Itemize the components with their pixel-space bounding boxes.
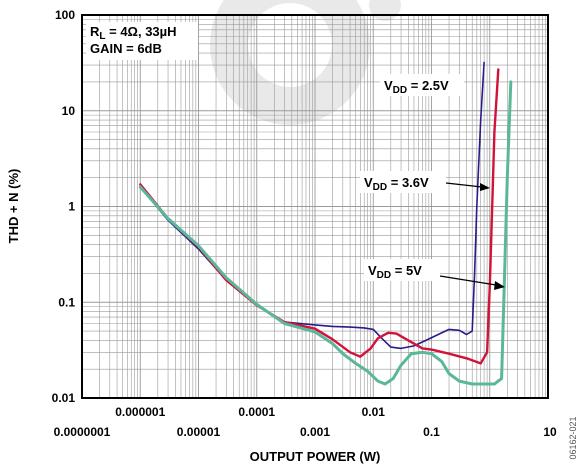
series-label-3v6: VDD = 3.6V	[360, 171, 490, 193]
series-label-box	[364, 259, 440, 281]
plot-frame	[81, 14, 549, 399]
series-label-text: VDD = 3.6V	[364, 175, 429, 193]
y-tick-label: 0.01	[52, 391, 76, 405]
x-tick-label: 0.01	[362, 405, 386, 419]
series-line-3	[138, 80, 513, 386]
load-condition: RL = 4Ω, 33µH	[90, 24, 177, 42]
x-tick-label: 0.001	[300, 425, 330, 439]
series-label-box	[380, 74, 464, 96]
watermark-graphic	[210, 0, 401, 125]
x-tick-label: 0.1	[423, 425, 440, 439]
series-label-box	[360, 171, 446, 193]
pointer-arrowhead	[494, 281, 505, 290]
conditions-annotation: RL = 4Ω, 33µH GAIN = 6dB	[86, 22, 198, 60]
x-tick-label: 10	[543, 425, 557, 439]
y-tick-labels: 0.01 0.1 1 10 100	[52, 8, 76, 405]
pointer-arrowhead	[480, 183, 490, 191]
figure-id: 06162-021	[568, 416, 578, 459]
series-label-2v5: VDD = 2.5V	[380, 74, 464, 96]
data-series	[138, 61, 513, 386]
x-tick-label: 0.000001	[115, 405, 165, 419]
y-tick-label: 100	[55, 8, 75, 22]
series-label-5v: VDD = 5V	[364, 259, 505, 290]
x-tick-label: 0.0001	[238, 405, 275, 419]
x-axis-title: OUTPUT POWER (W)	[250, 449, 381, 464]
y-tick-label: 10	[62, 104, 76, 118]
y-axis-title: THD + N (%)	[6, 169, 21, 244]
series-label-text: VDD = 5V	[368, 263, 422, 281]
series-label-text: VDD = 2.5V	[384, 78, 449, 96]
plot-grid	[82, 15, 548, 398]
x-tick-label: 0.0000001	[54, 425, 111, 439]
conditions-box	[86, 22, 198, 60]
y-tick-label: 0.1	[58, 295, 75, 309]
x-tick-labels: 0.0000001 0.000001 0.00001 0.0001 0.001 0.01 0…	[54, 405, 557, 439]
series-pointer	[445, 182, 483, 188]
series-pointer	[439, 275, 497, 286]
x-tick-label: 0.00001	[177, 425, 221, 439]
watermark-dot	[369, 0, 401, 21]
gain-condition: GAIN = 6dB	[90, 41, 162, 56]
y-tick-label: 1	[68, 200, 75, 214]
